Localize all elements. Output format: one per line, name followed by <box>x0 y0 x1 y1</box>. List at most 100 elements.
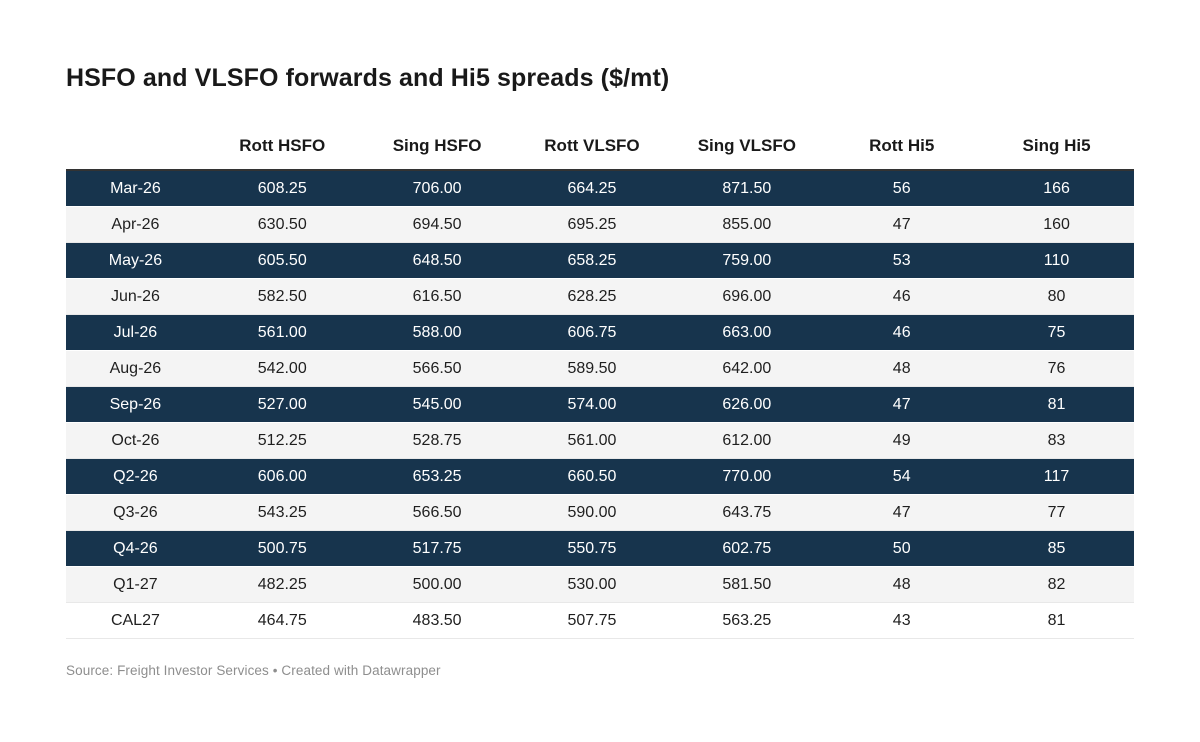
value-cell: 47 <box>824 494 980 531</box>
value-cell: 612.00 <box>669 422 825 459</box>
row-label: Apr-26 <box>66 206 205 243</box>
value-cell: 512.25 <box>204 422 360 459</box>
row-label: Q3-26 <box>66 494 205 531</box>
value-cell: 759.00 <box>669 242 825 279</box>
value-cell: 110 <box>979 242 1134 279</box>
value-cell: 648.50 <box>359 242 515 279</box>
value-cell: 563.25 <box>669 602 825 639</box>
table-row: Q2-26 606.00 653.25 660.50 770.00 54 117 <box>66 458 1134 495</box>
value-cell: 528.75 <box>359 422 515 459</box>
value-cell: 542.00 <box>204 350 360 387</box>
row-label: Aug-26 <box>66 350 205 387</box>
table-row: Q1-27 482.25 500.00 530.00 581.50 48 82 <box>66 566 1134 603</box>
value-cell: 696.00 <box>669 278 825 315</box>
table-row: Q3-26 543.25 566.50 590.00 643.75 47 77 <box>66 494 1134 531</box>
value-cell: 47 <box>824 206 980 243</box>
value-cell: 46 <box>824 314 980 351</box>
value-cell: 464.75 <box>204 602 360 639</box>
table-body: Mar-26 608.25 706.00 664.25 871.50 56 166 Apr-2… <box>66 170 1134 639</box>
table-row: Jul-26 561.00 588.00 606.75 663.00 46 75 <box>66 314 1134 351</box>
value-cell: 664.25 <box>514 170 670 207</box>
source-footnote: Source: Freight Investor Services • Crea… <box>66 663 441 678</box>
value-cell: 770.00 <box>669 458 825 495</box>
value-cell: 605.50 <box>204 242 360 279</box>
header-cell-period <box>66 120 205 171</box>
row-label: Sep-26 <box>66 386 205 423</box>
value-cell: 507.75 <box>514 602 670 639</box>
value-cell: 606.00 <box>204 458 360 495</box>
value-cell: 653.25 <box>359 458 515 495</box>
row-label: Oct-26 <box>66 422 205 459</box>
value-cell: 550.75 <box>514 530 670 567</box>
table-row: Sep-26 527.00 545.00 574.00 626.00 47 81 <box>66 386 1134 423</box>
value-cell: 76 <box>979 350 1134 387</box>
table-row: May-26 605.50 648.50 658.25 759.00 53 110 <box>66 242 1134 279</box>
value-cell: 527.00 <box>204 386 360 423</box>
value-cell: 46 <box>824 278 980 315</box>
table-row: CAL27 464.75 483.50 507.75 563.25 43 81 <box>66 602 1134 639</box>
value-cell: 81 <box>979 602 1134 639</box>
row-label: Jun-26 <box>66 278 205 315</box>
value-cell: 561.00 <box>204 314 360 351</box>
value-cell: 602.75 <box>669 530 825 567</box>
value-cell: 80 <box>979 278 1134 315</box>
value-cell: 628.25 <box>514 278 670 315</box>
value-cell: 608.25 <box>204 170 360 207</box>
value-cell: 48 <box>824 350 980 387</box>
value-cell: 643.75 <box>669 494 825 531</box>
value-cell: 545.00 <box>359 386 515 423</box>
table-row: Mar-26 608.25 706.00 664.25 871.50 56 166 <box>66 170 1134 207</box>
value-cell: 75 <box>979 314 1134 351</box>
value-cell: 616.50 <box>359 278 515 315</box>
header-row: Rott HSFO Sing HSFO Rott VLSFO Sing VLSF… <box>66 120 1134 171</box>
row-label: Jul-26 <box>66 314 205 351</box>
value-cell: 871.50 <box>669 170 825 207</box>
value-cell: 606.75 <box>514 314 670 351</box>
value-cell: 56 <box>824 170 980 207</box>
value-cell: 660.50 <box>514 458 670 495</box>
value-cell: 566.50 <box>359 350 515 387</box>
row-label: Q2-26 <box>66 458 205 495</box>
value-cell: 855.00 <box>669 206 825 243</box>
value-cell: 694.50 <box>359 206 515 243</box>
value-cell: 626.00 <box>669 386 825 423</box>
row-label: Q4-26 <box>66 530 205 567</box>
row-label: Mar-26 <box>66 170 205 207</box>
page-title: HSFO and VLSFO forwards and Hi5 spreads … <box>66 64 670 92</box>
value-cell: 54 <box>824 458 980 495</box>
value-cell: 483.50 <box>359 602 515 639</box>
header-cell-rott-hi5: Rott Hi5 <box>824 120 980 171</box>
value-cell: 706.00 <box>359 170 515 207</box>
value-cell: 589.50 <box>514 350 670 387</box>
value-cell: 663.00 <box>669 314 825 351</box>
value-cell: 590.00 <box>514 494 670 531</box>
forwards-table: Rott HSFO Sing HSFO Rott VLSFO Sing VLSF… <box>66 120 1134 639</box>
row-label: Q1-27 <box>66 566 205 603</box>
table-header: Rott HSFO Sing HSFO Rott VLSFO Sing VLSF… <box>66 120 1134 171</box>
value-cell: 53 <box>824 242 980 279</box>
table-row: Q4-26 500.75 517.75 550.75 602.75 50 85 <box>66 530 1134 567</box>
value-cell: 500.75 <box>204 530 360 567</box>
value-cell: 582.50 <box>204 278 360 315</box>
table-row: Jun-26 582.50 616.50 628.25 696.00 46 80 <box>66 278 1134 315</box>
value-cell: 49 <box>824 422 980 459</box>
value-cell: 566.50 <box>359 494 515 531</box>
header-cell-sing-vlsfo: Sing VLSFO <box>669 120 825 171</box>
table-row: Aug-26 542.00 566.50 589.50 642.00 48 76 <box>66 350 1134 387</box>
value-cell: 517.75 <box>359 530 515 567</box>
header-cell-sing-hsfo: Sing HSFO <box>359 120 515 171</box>
value-cell: 482.25 <box>204 566 360 603</box>
value-cell: 48 <box>824 566 980 603</box>
value-cell: 50 <box>824 530 980 567</box>
value-cell: 77 <box>979 494 1134 531</box>
value-cell: 85 <box>979 530 1134 567</box>
value-cell: 630.50 <box>204 206 360 243</box>
value-cell: 117 <box>979 458 1134 495</box>
row-label: May-26 <box>66 242 205 279</box>
value-cell: 500.00 <box>359 566 515 603</box>
table-row: Apr-26 630.50 694.50 695.25 855.00 47 160 <box>66 206 1134 243</box>
value-cell: 47 <box>824 386 980 423</box>
value-cell: 588.00 <box>359 314 515 351</box>
value-cell: 82 <box>979 566 1134 603</box>
